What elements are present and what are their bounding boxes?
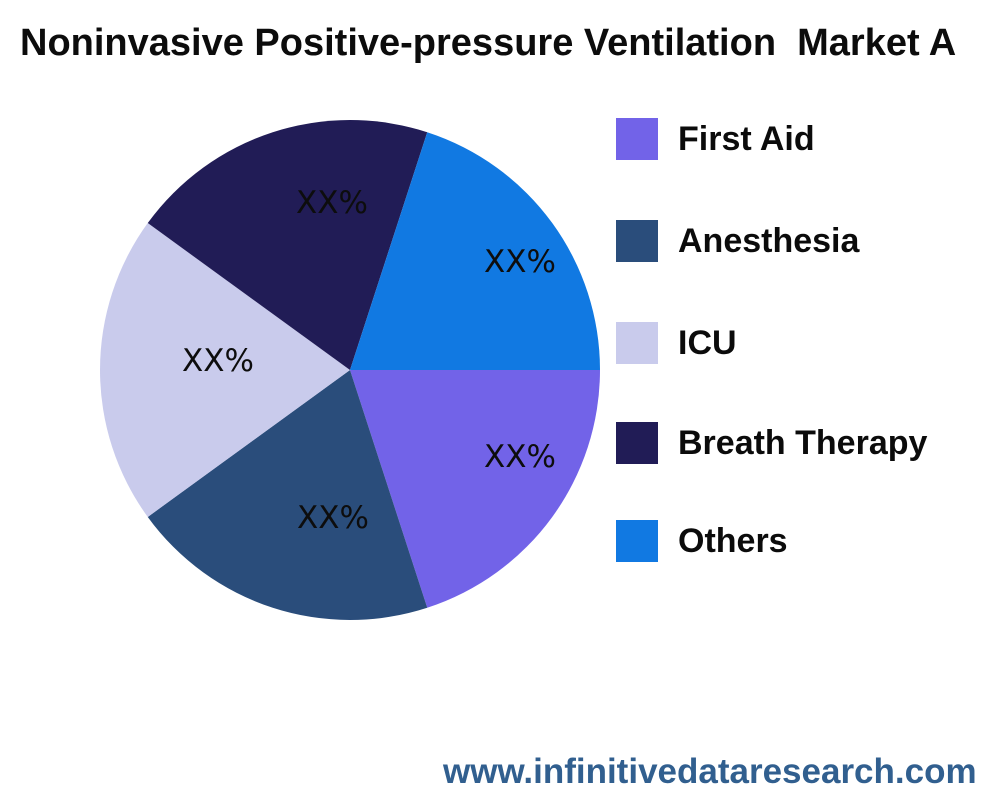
legend-label-first-aid: First Aid: [678, 120, 815, 158]
chart-title: Noninvasive Positive-pressure Ventilatio…: [20, 22, 957, 64]
pie-pct-label-others: XX%: [484, 244, 556, 280]
legend-swatch-anesthesia: [616, 220, 658, 262]
legend-swatch-breath-therapy: [616, 422, 658, 464]
legend-label-others: Others: [678, 522, 788, 560]
legend-label-icu: ICU: [678, 324, 737, 362]
watermark-url: www.infinitivedataresearch.com: [443, 752, 977, 791]
chart-legend: First Aid Anesthesia ICU Breath Therapy …: [616, 0, 1000, 620]
legend-item-others: Others: [616, 520, 788, 562]
pie-pct-label-anesthesia: XX%: [297, 500, 369, 536]
pie-slice-icu: [100, 223, 350, 517]
legend-item-first-aid: First Aid: [616, 118, 815, 160]
legend-label-anesthesia: Anesthesia: [678, 222, 860, 260]
pie-slice-first-aid: [350, 370, 600, 608]
legend-swatch-first-aid: [616, 118, 658, 160]
pie-slice-breath-therapy: [147, 120, 428, 370]
legend-item-icu: ICU: [616, 322, 737, 364]
pie-pct-label-first-aid: XX%: [484, 439, 556, 475]
pie-slice-anesthesia: [147, 370, 428, 620]
legend-swatch-icu: [616, 322, 658, 364]
pie-pct-label-breath-therapy: XX%: [296, 185, 368, 221]
legend-swatch-others: [616, 520, 658, 562]
pie-pct-label-icu: XX%: [182, 343, 254, 379]
pie-slice-others: [350, 132, 600, 370]
legend-label-breath-therapy: Breath Therapy: [678, 424, 928, 462]
legend-item-anesthesia: Anesthesia: [616, 220, 859, 262]
legend-item-breath-therapy: Breath Therapy: [616, 422, 927, 464]
